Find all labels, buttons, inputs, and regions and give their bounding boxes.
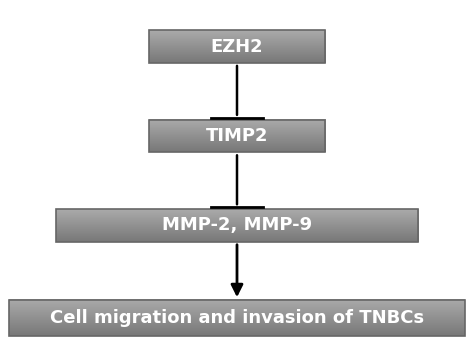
Text: TIMP2: TIMP2 <box>206 127 268 145</box>
Bar <box>9 300 465 336</box>
Bar <box>149 120 325 152</box>
Bar <box>56 209 418 242</box>
Text: EZH2: EZH2 <box>210 38 264 55</box>
Text: Cell migration and invasion of TNBCs: Cell migration and invasion of TNBCs <box>50 309 424 327</box>
Text: MMP-2, MMP-9: MMP-2, MMP-9 <box>162 216 312 234</box>
Bar <box>149 30 325 63</box>
